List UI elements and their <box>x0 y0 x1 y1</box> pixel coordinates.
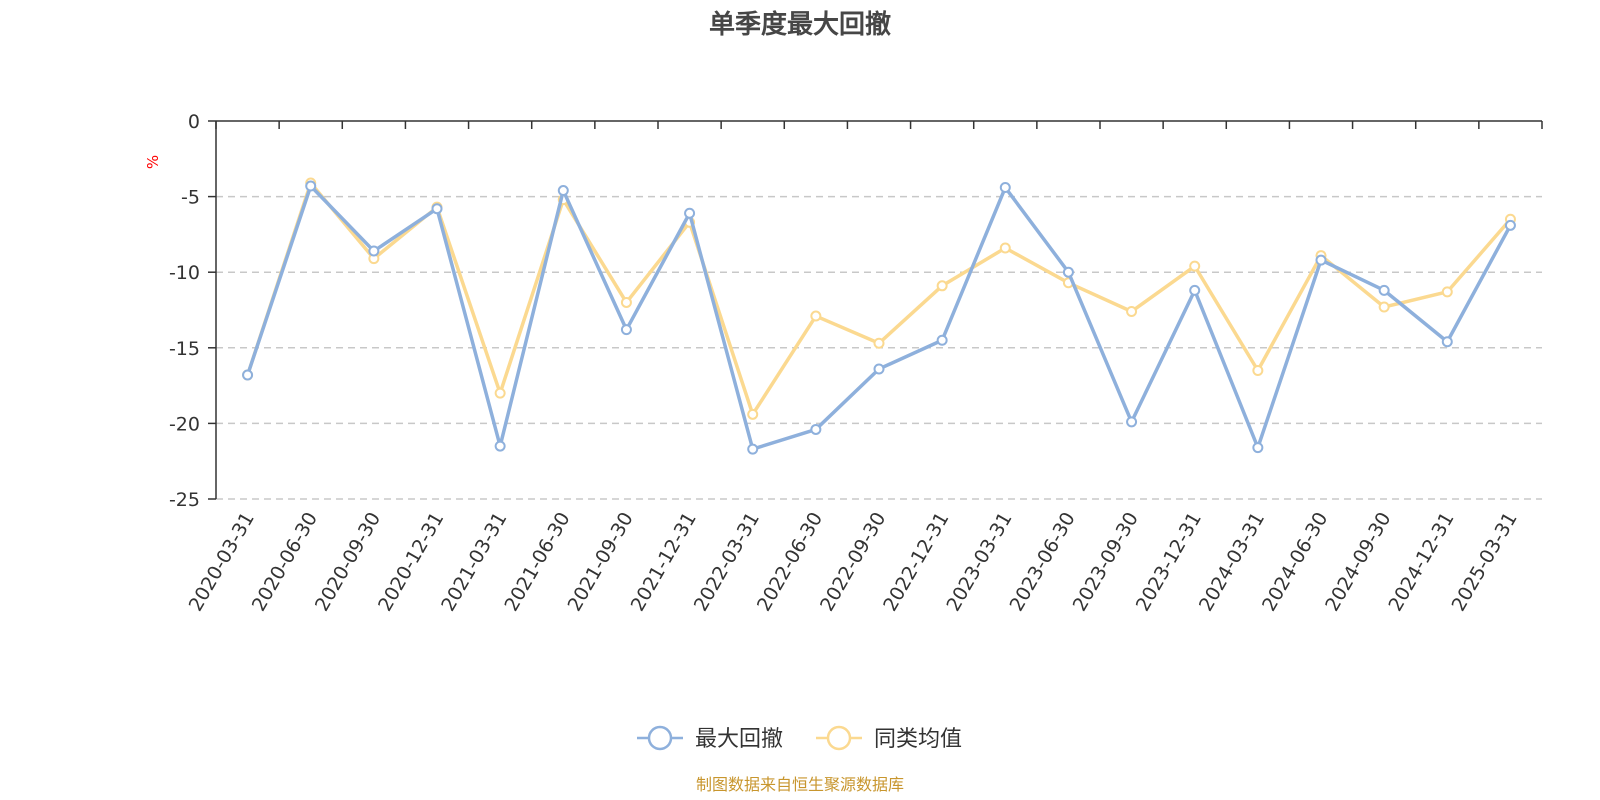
y-tick-label: -15 <box>169 338 200 360</box>
x-tick-label: 2023-03-31 <box>942 509 1016 616</box>
x-tick-label: 2024-12-31 <box>1384 509 1458 616</box>
series-line <box>245 184 1512 451</box>
data-point <box>242 369 254 381</box>
x-tick-label: 2021-09-30 <box>563 509 637 616</box>
x-tick-label: 2022-06-30 <box>753 509 827 616</box>
x-tick-label: 2020-03-31 <box>185 509 259 616</box>
data-point <box>684 207 696 219</box>
x-tick-label: 2022-12-31 <box>879 509 953 616</box>
data-point <box>1378 301 1390 313</box>
x-tick-label: 2023-12-31 <box>1132 509 1206 616</box>
x-tick-label: 2023-09-30 <box>1069 509 1143 616</box>
data-point <box>810 423 822 435</box>
data-point <box>431 203 443 215</box>
data-point <box>557 185 569 197</box>
data-point <box>873 363 885 375</box>
data-point <box>1189 284 1201 296</box>
series-lines <box>242 177 1516 455</box>
data-point <box>1252 442 1264 454</box>
data-point <box>1062 266 1074 278</box>
x-tick-label: 2021-03-31 <box>437 509 511 616</box>
y-tick-label: -20 <box>169 413 200 435</box>
data-point <box>620 324 632 336</box>
data-point <box>999 182 1011 194</box>
data-point <box>1126 306 1138 318</box>
data-point <box>620 296 632 308</box>
data-point <box>1315 254 1327 266</box>
x-tick-label: 2021-12-31 <box>627 509 701 616</box>
x-tick-label: 2020-06-30 <box>248 509 322 616</box>
data-point <box>1252 364 1264 376</box>
x-tick-label: 2024-06-30 <box>1258 509 1332 616</box>
data-point <box>1189 260 1201 272</box>
data-point <box>494 440 506 452</box>
x-tick-label: 2020-09-30 <box>311 509 385 616</box>
x-tick-label: 2021-06-30 <box>500 509 574 616</box>
x-tick-label: 2025-03-31 <box>1447 509 1521 616</box>
data-point <box>873 337 885 349</box>
data-point <box>1441 336 1453 348</box>
x-tick-label: 2024-09-30 <box>1321 509 1395 616</box>
data-point <box>305 180 317 192</box>
data-point <box>1441 286 1453 298</box>
legend-symbol-marker <box>647 725 673 751</box>
data-point <box>747 408 759 420</box>
data-point <box>810 310 822 322</box>
data-point <box>1126 416 1138 428</box>
x-tick-label: 2022-03-31 <box>690 509 764 616</box>
legend-label: 同类均值 <box>874 727 962 752</box>
data-point <box>368 245 380 257</box>
legend-label: 最大回撤 <box>695 727 783 752</box>
legend-symbol-marker <box>826 725 852 751</box>
x-tick-label: 2020-12-31 <box>374 509 448 616</box>
axes: 0-5-10-15-20-252020-03-312020-06-302020-… <box>169 111 1543 616</box>
x-tick-label: 2022-09-30 <box>816 509 890 616</box>
series-line <box>245 181 1512 417</box>
x-tick-label: 2024-03-31 <box>1195 509 1269 616</box>
data-source-note: 制图数据来自恒生聚源数据库 <box>696 775 904 794</box>
chart-title: 单季度最大回撤 <box>709 9 891 40</box>
data-point <box>1378 284 1390 296</box>
y-tick-label: -25 <box>169 489 200 511</box>
data-point <box>747 443 759 455</box>
data-point <box>494 387 506 399</box>
y-tick-label: -5 <box>181 187 200 209</box>
data-point <box>936 280 948 292</box>
data-point <box>936 334 948 346</box>
y-tick-label: -10 <box>169 262 200 284</box>
y-axis-unit: % <box>144 155 162 169</box>
data-point <box>999 242 1011 254</box>
data-point <box>1504 219 1516 231</box>
y-tick-label: 0 <box>188 111 200 133</box>
x-tick-label: 2023-06-30 <box>1005 509 1079 616</box>
legend[interactable]: 最大回撤 同类均值 <box>637 725 962 752</box>
